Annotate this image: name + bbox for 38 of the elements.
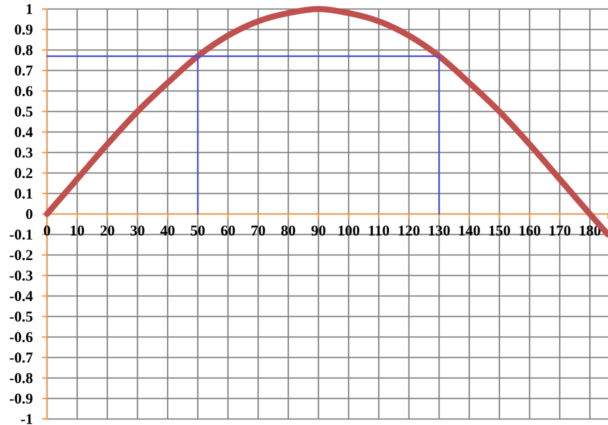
y-tick-label: 0.3 [14, 145, 33, 162]
y-tick-label: -0.3 [9, 268, 33, 284]
x-tick-label: 130 [428, 224, 450, 240]
x-tick-label: 70 [250, 224, 266, 240]
y-tick-label: -0.6 [9, 330, 34, 346]
y-tick-label: -1 [20, 412, 33, 425]
y-tick-label: -0.8 [9, 370, 33, 387]
y-tick-label: 0.1 [14, 186, 33, 202]
x-tick-label: 30 [130, 224, 145, 240]
y-tick-label: -0.2 [9, 248, 33, 264]
x-tick-label: 160 [518, 224, 541, 240]
x-tick-label: 140 [458, 224, 481, 240]
x-tick-label: 170 [548, 224, 571, 240]
y-tick-label: 1 [26, 2, 33, 18]
y-tick-label: -0.9 [9, 391, 33, 408]
x-tick-label: 20 [100, 224, 115, 240]
x-tick-label: 50 [190, 224, 206, 240]
y-tick-label: 0 [26, 206, 33, 223]
y-tick-label: 0.5 [14, 104, 33, 120]
x-tick-label: 120 [398, 224, 420, 240]
x-tick-label: 110 [368, 224, 390, 240]
x-tick-label: 90 [310, 224, 326, 240]
x-tick-label: 60 [220, 224, 236, 240]
x-tick-label: 150 [488, 224, 511, 240]
y-tick-label: -0.7 [9, 350, 34, 366]
y-tick-label: -0.4 [9, 288, 34, 305]
y-tick-label: 0.2 [14, 166, 33, 182]
y-tick-label: 0.6 [14, 84, 34, 100]
y-tick-label: 0.7 [14, 63, 34, 80]
y-tick-label: 0.4 [14, 124, 34, 141]
y-tick-label: 0.8 [14, 42, 33, 59]
x-tick-label: 100 [337, 224, 360, 240]
y-tick-label: -0.1 [9, 227, 33, 244]
y-tick-label: -0.5 [9, 309, 33, 326]
x-tick-label: 40 [160, 224, 176, 240]
y-tick-label: 0.9 [14, 22, 33, 38]
x-tick-label: 10 [70, 224, 85, 240]
x-tick-label: 80 [280, 224, 296, 240]
